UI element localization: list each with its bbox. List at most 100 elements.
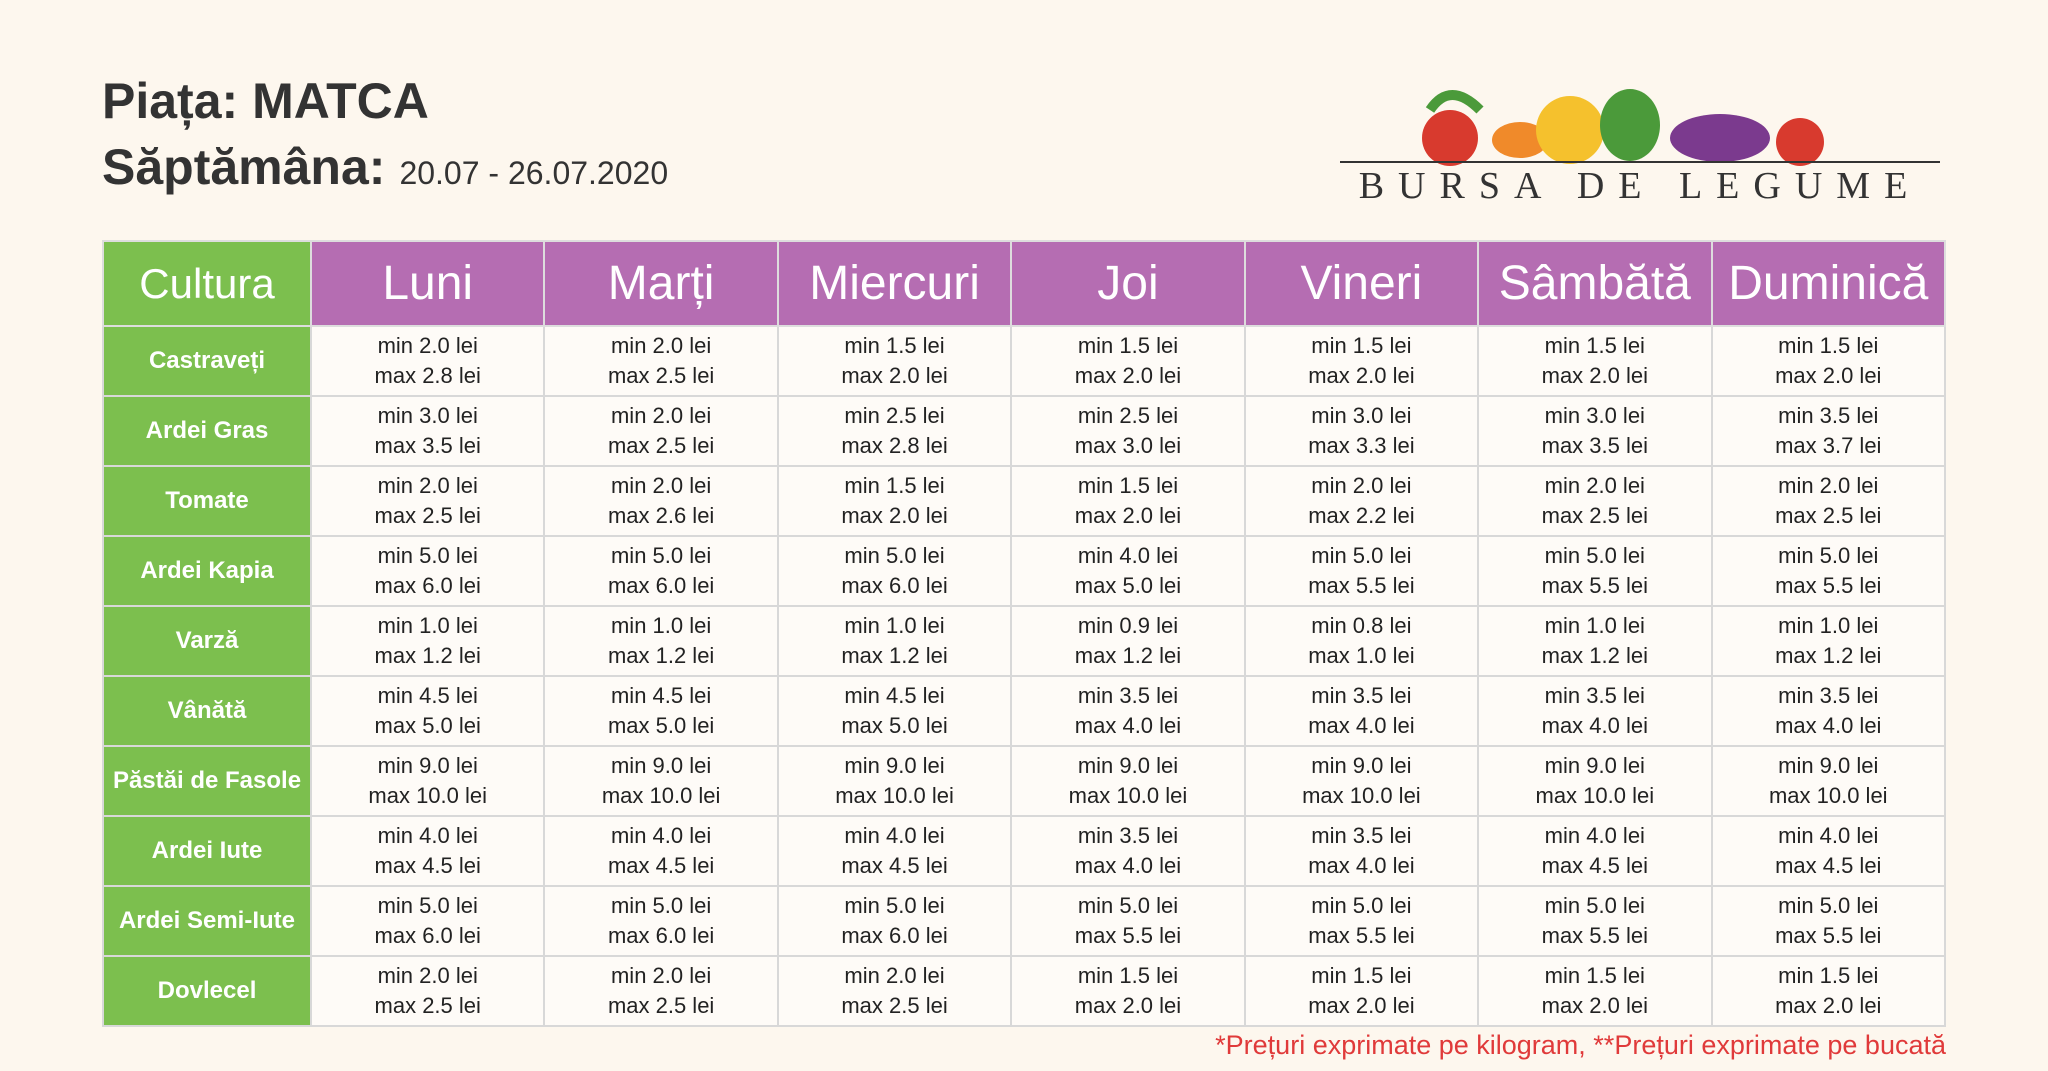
min-price: min 3.5 lei [1311, 823, 1412, 848]
price-cell: min 5.0 lei max 6.0 lei [776, 885, 1013, 957]
max-price: max 2.5 lei [607, 993, 715, 1018]
header-row: Cultura Luni Marți Miercuri Joi Vineri Sâmbătă… [102, 240, 1947, 327]
min-price: min 1.0 lei [844, 613, 945, 638]
logo-text: BURSA DE LEGUME [1359, 165, 1922, 207]
crop-name: Ardei Semi-Iute [102, 885, 312, 957]
price-cell: min 2.0 lei max 2.6 lei [543, 465, 779, 537]
max-price: max 5.5 lei [1541, 573, 1649, 598]
max-price: max 2.0 lei [1074, 503, 1182, 528]
price-cell: min 5.0 lei max 6.0 lei [543, 535, 779, 607]
price-cell: min 3.5 lei max 4.0 lei [1010, 675, 1246, 747]
price-cell: min 4.0 lei max 4.5 lei [543, 815, 779, 887]
price-cell: min 1.5 lei max 2.0 lei [776, 465, 1013, 537]
max-price: max 4.5 lei [841, 853, 948, 878]
price-cell: min 4.0 lei max 4.5 lei [309, 815, 546, 887]
price-cell: min 5.0 lei max 5.5 lei [1243, 885, 1480, 957]
min-price: min 5.0 lei [1544, 893, 1645, 918]
price-table: Cultura Luni Marți Miercuri Joi Vineri Sâmbătă… [102, 240, 1947, 1027]
max-price: max 4.0 lei [1074, 853, 1182, 878]
min-price: min 2.0 lei [1311, 473, 1412, 498]
min-price: min 1.5 lei [1077, 473, 1179, 498]
max-price: max 5.5 lei [1074, 923, 1182, 948]
column-header: Sâmbătă [1477, 240, 1713, 327]
column-header: Joi [1010, 240, 1246, 327]
price-cell: min 2.5 lei max 2.8 lei [776, 395, 1013, 467]
crop-name: Ardei Iute [102, 815, 312, 887]
max-price: max 3.5 lei [374, 433, 481, 458]
max-price: max 2.8 lei [841, 433, 948, 458]
crop-name: Castraveți [102, 325, 312, 397]
max-price: max 5.0 lei [374, 713, 481, 738]
price-cell: min 4.5 lei max 5.0 lei [309, 675, 546, 747]
price-cell: min 5.0 lei max 5.5 lei [1477, 885, 1713, 957]
price-cell: min 3.0 lei max 3.5 lei [309, 395, 546, 467]
crop-name: Ardei Kapia [102, 535, 312, 607]
column-header: Marți [543, 240, 779, 327]
price-cell: min 1.0 lei max 1.2 lei [776, 605, 1013, 677]
price-cell: min 1.0 lei max 1.2 lei [543, 605, 779, 677]
max-price: max 10.0 lei [1768, 783, 1888, 808]
max-price: max 10.0 lei [835, 783, 954, 808]
max-price: max 2.0 lei [1541, 363, 1649, 388]
price-cell: min 9.0 lei max 10.0 lei [1243, 745, 1480, 817]
max-price: max 1.2 lei [1775, 643, 1882, 668]
crop-name: Varză [102, 605, 312, 677]
logo: BURSA DE LEGUME [1340, 89, 1940, 207]
max-price: max 2.0 lei [1074, 363, 1182, 388]
price-cell: min 3.5 lei max 4.0 lei [1243, 815, 1480, 887]
max-price: max 6.0 lei [374, 573, 481, 598]
min-price: min 1.5 lei [1077, 333, 1179, 358]
price-cell: min 4.0 lei max 4.5 lei [776, 815, 1013, 887]
min-price: min 3.5 lei [1778, 683, 1879, 708]
max-price: max 2.0 lei [1308, 993, 1415, 1018]
max-price: max 6.0 lei [374, 923, 481, 948]
min-price: min 9.0 lei [1778, 753, 1879, 778]
min-price: min 4.5 lei [610, 683, 712, 708]
max-price: max 4.0 lei [1308, 853, 1415, 878]
price-cell: min 2.0 lei max 2.5 lei [1477, 465, 1713, 537]
max-price: max 10.0 lei [1068, 783, 1188, 808]
max-price: max 5.5 lei [1775, 923, 1882, 948]
row: Păstăi de Fasole min 9.0 lei max 10.0 lei m… [102, 745, 1947, 817]
column-header: Duminică [1710, 240, 1947, 327]
price-cell: min 9.0 lei max 10.0 lei [1710, 745, 1947, 817]
max-price: max 1.0 lei [1308, 643, 1415, 668]
price-cell: min 2.0 lei max 2.5 lei [1710, 465, 1947, 537]
max-price: max 5.5 lei [1308, 573, 1415, 598]
price-cell: min 4.5 lei max 5.0 lei [776, 675, 1013, 747]
column-header: Luni [309, 240, 546, 327]
min-price: min 2.5 lei [844, 403, 945, 428]
crop-name: Păstăi de Fasole [102, 745, 312, 817]
min-price: min 1.0 lei [1778, 613, 1879, 638]
min-price: min 1.5 lei [1311, 333, 1412, 358]
price-cell: min 5.0 lei max 6.0 lei [309, 535, 546, 607]
max-price: max 6.0 lei [841, 923, 948, 948]
min-price: min 2.0 lei [844, 963, 945, 988]
max-price: max 10.0 lei [1302, 783, 1421, 808]
price-cell: min 2.0 lei max 2.5 lei [543, 395, 779, 467]
max-price: max 1.2 lei [607, 643, 715, 668]
max-price: max 4.0 lei [1775, 713, 1882, 738]
min-price: min 1.5 lei [1778, 963, 1879, 988]
min-price: min 1.5 lei [1077, 963, 1179, 988]
min-price: min 1.0 lei [610, 613, 712, 638]
max-price: max 2.6 lei [607, 503, 715, 528]
price-cell: min 1.5 lei max 2.0 lei [1243, 325, 1480, 397]
price-cell: min 5.0 lei max 5.5 lei [1710, 885, 1947, 957]
max-price: max 2.5 lei [841, 993, 948, 1018]
row: Castraveți min 2.0 lei max 2.8 lei min 2.0 … [102, 325, 1947, 397]
price-cell: min 5.0 lei max 5.5 lei [1243, 535, 1480, 607]
min-price: min 5.0 lei [1077, 893, 1179, 918]
max-price: max 4.5 lei [374, 853, 481, 878]
price-cell: min 3.5 lei max 4.0 lei [1010, 815, 1246, 887]
price-cell: min 2.0 lei max 2.5 lei [543, 955, 779, 1027]
column-header: Miercuri [776, 240, 1013, 327]
crop-name: Tomate [102, 465, 312, 537]
max-price: max 5.0 lei [1074, 573, 1182, 598]
footnote: *Prețuri exprimate pe kilogram, **Prețur… [1215, 1030, 1946, 1060]
max-price: max 2.5 lei [374, 993, 481, 1018]
max-price: max 2.0 lei [841, 363, 948, 388]
max-price: max 2.5 lei [374, 503, 481, 528]
max-price: max 2.8 lei [374, 363, 481, 388]
week: 20.07 - 26.07.2020 [399, 155, 669, 191]
